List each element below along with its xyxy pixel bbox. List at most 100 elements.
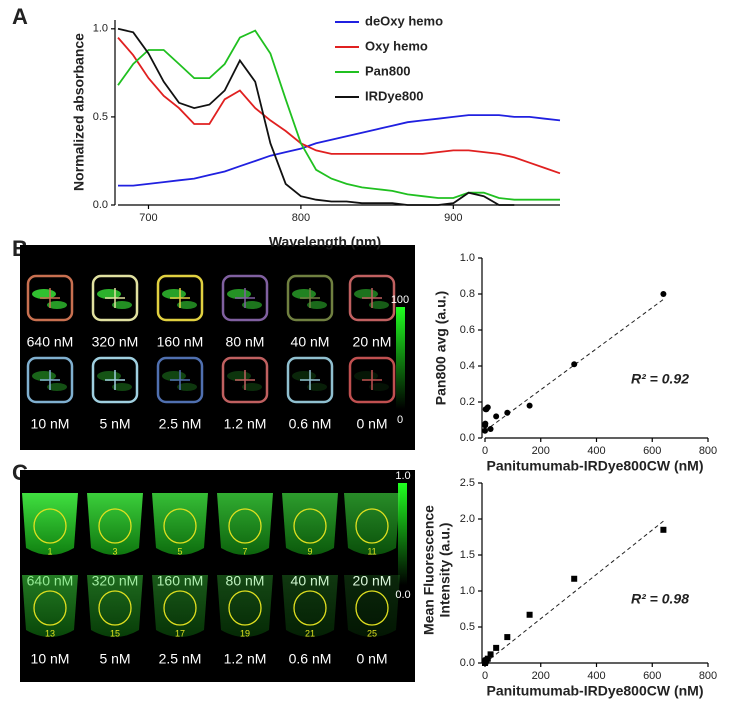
- point: [660, 526, 667, 533]
- series-line: [118, 114, 561, 187]
- concentration-label: 640 nM: [27, 334, 74, 350]
- x-axis-label: Wavelength (nm): [269, 234, 381, 250]
- well: [87, 493, 143, 555]
- well-signal: [242, 383, 262, 391]
- y-tick-label: 0.6: [460, 324, 475, 336]
- well-roi: [286, 356, 334, 404]
- crosshair: [40, 370, 60, 390]
- well: [152, 575, 208, 637]
- roi: [98, 508, 132, 544]
- y-tick-label: 0.0: [460, 657, 475, 669]
- crosshair: [362, 370, 382, 390]
- y-tick-label: 0.0: [460, 432, 475, 444]
- well-signal: [242, 301, 262, 309]
- x-tick-label: 800: [699, 445, 717, 457]
- concentration-label: 320 nM: [92, 334, 139, 350]
- well-number: 25: [367, 628, 377, 638]
- roi: [163, 590, 197, 626]
- well-signal: [307, 383, 327, 391]
- x-tick-label: 400: [587, 445, 605, 457]
- well-number: 19: [240, 628, 250, 638]
- point: [482, 406, 489, 413]
- colorbar-label: 100: [391, 294, 409, 306]
- point: [487, 651, 494, 658]
- legend-label: Pan800: [365, 63, 411, 78]
- y-tick-label: 0.8: [460, 288, 475, 300]
- well-signal: [112, 301, 132, 309]
- panel-label: A: [12, 4, 28, 29]
- roi: [98, 590, 132, 626]
- concentration-label: 2.5 nM: [159, 416, 202, 432]
- y-tick-label: 2.0: [460, 513, 475, 525]
- y-tick-label: 0.2: [460, 396, 475, 408]
- well-number: 11: [367, 546, 376, 556]
- legend-label: IRDye800: [365, 88, 424, 103]
- point: [482, 660, 488, 666]
- roi: [228, 590, 262, 626]
- x-tick-label: 600: [643, 445, 661, 457]
- well-signal: [177, 383, 197, 391]
- concentration-label: 1.2 nM: [224, 416, 267, 432]
- legend-label: Oxy hemo: [365, 38, 428, 53]
- well: [344, 493, 400, 555]
- well-roi: [26, 274, 74, 322]
- well-number: 5: [177, 546, 182, 556]
- well-signal: [177, 301, 197, 309]
- concentration-label: 10 nM: [31, 651, 70, 667]
- well-signal: [307, 301, 327, 309]
- x-tick-label: 600: [643, 670, 661, 682]
- concentration-label: 20 nM: [353, 334, 392, 350]
- roi: [293, 590, 327, 626]
- point: [526, 611, 533, 618]
- well: [152, 493, 208, 555]
- point: [504, 409, 511, 416]
- well-signal: [112, 383, 132, 391]
- well-roi: [156, 356, 204, 404]
- colorbar-label: 0.0: [395, 589, 410, 601]
- roi: [33, 508, 67, 544]
- well-roi: [348, 356, 396, 404]
- y-axis-label: Intensity (a.u.): [437, 523, 453, 618]
- y-tick-label: 0.0: [93, 199, 108, 211]
- y-tick-label: 1.5: [460, 549, 475, 561]
- concentration-label: 1.2 nM: [224, 651, 267, 667]
- well-number: 3: [112, 546, 117, 556]
- point: [493, 413, 500, 420]
- well-roi: [91, 356, 139, 404]
- y-tick-label: 1.0: [460, 585, 475, 597]
- roi: [293, 508, 327, 544]
- crosshair: [105, 288, 125, 308]
- roi: [228, 508, 262, 544]
- x-tick-label: 0: [482, 445, 488, 457]
- well: [22, 575, 78, 637]
- well: [22, 493, 78, 555]
- well-roi: [26, 356, 74, 404]
- well-roi: [286, 274, 334, 322]
- concentration-label: 0.6 nM: [289, 416, 332, 432]
- well-number: 7: [242, 546, 247, 556]
- colorbar-label: 0: [397, 414, 403, 426]
- crosshair: [235, 288, 255, 308]
- y-tick-label: 0.5: [93, 111, 108, 123]
- crosshair: [235, 370, 255, 390]
- y-axis-label: Normalized absorbance: [71, 33, 87, 191]
- annotation: R² = 0.92: [631, 371, 689, 387]
- well: [282, 493, 338, 555]
- colorbar-label: 1.0: [395, 470, 410, 482]
- well: [282, 575, 338, 637]
- crosshair: [170, 370, 190, 390]
- image-background: [20, 245, 415, 450]
- point: [487, 426, 494, 432]
- crosshair: [300, 370, 320, 390]
- concentration-label: 10 nM: [31, 416, 70, 432]
- roi: [33, 590, 67, 626]
- concentration-label: 0 nM: [356, 416, 387, 432]
- crosshair: [170, 288, 190, 308]
- series-line: [117, 29, 560, 201]
- y-axis-label: Mean Fluorescence: [421, 505, 437, 635]
- crosshair: [40, 288, 60, 308]
- y-tick-label: 2.5: [460, 477, 475, 489]
- colorbar: [396, 307, 405, 409]
- trendline: [484, 298, 664, 432]
